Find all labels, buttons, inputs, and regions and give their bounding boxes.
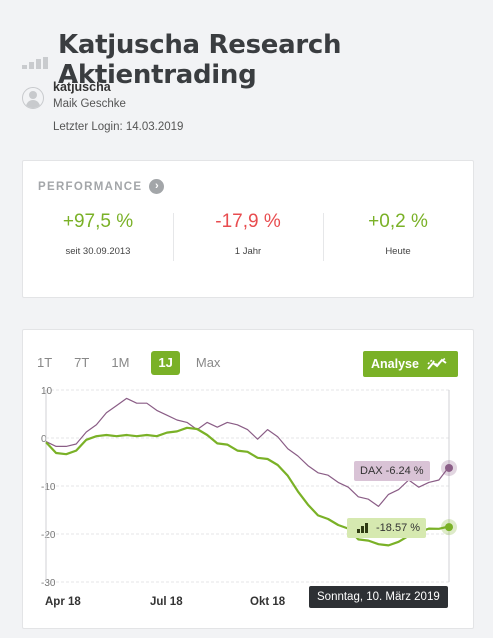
perf-one-year: -17,9 % 1 Jahr [173, 211, 323, 257]
performance-title: PERFORMANCE [38, 180, 143, 193]
perf-today-label: Heute [385, 246, 411, 257]
series-end-marker [445, 463, 453, 472]
y-tick-label: -20 [41, 530, 56, 541]
perf-today: +0,2 % Heute [323, 211, 473, 257]
perf-since-start-value: +97,5 % [62, 211, 134, 232]
analyse-label: Analyse [371, 357, 419, 371]
y-tick-label: -30 [41, 578, 56, 589]
perf-one-year-value: -17,9 % [215, 211, 281, 232]
range-tabs: 1T 7T 1M 1J Max [37, 351, 242, 375]
series-end-marker [445, 523, 453, 532]
portfolio-badge: -18.57 % [347, 518, 427, 538]
tab-7t[interactable]: 7T [74, 355, 90, 370]
dax-line [45, 397, 450, 507]
x-tick-label: Okt 18 [250, 596, 286, 608]
x-tick-label: Jul 18 [150, 596, 183, 608]
last-login: Letzter Login: 14.03.2019 [53, 121, 184, 133]
avatar[interactable] [22, 87, 44, 109]
real-name: Maik Geschke [53, 98, 126, 110]
y-tick-label: 0 [41, 434, 47, 445]
dax-badge: DAX -6.24 % [354, 461, 430, 481]
zigzag-chart-icon [427, 357, 447, 370]
y-tick-label: 10 [41, 386, 53, 397]
date-tooltip: Sonntag, 10. März 2019 [309, 586, 448, 608]
x-tick-label: Apr 18 [45, 596, 81, 608]
perf-today-value: +0,2 % [368, 211, 428, 232]
portfolio-line [45, 426, 450, 547]
portfolio-badge-value: -18.57 % [376, 522, 421, 534]
y-tick-label: -10 [41, 482, 56, 493]
page-title: Katjuscha Research Aktientrading [58, 30, 342, 90]
chevron-right-icon[interactable]: › [149, 179, 165, 194]
divider [323, 213, 324, 261]
tab-1m[interactable]: 1M [111, 355, 130, 370]
perf-since-start: +97,5 % seit 30.09.2013 [23, 211, 173, 257]
bar-chart-icon [357, 523, 368, 533]
tab-max[interactable]: Max [195, 355, 221, 370]
perf-one-year-label: 1 Jahr [234, 246, 262, 257]
bar-chart-icon [22, 57, 48, 69]
performance-header[interactable]: PERFORMANCE › [38, 179, 165, 194]
header: Katjuscha Research Aktientrading [22, 30, 493, 90]
perf-since-start-label: seit 30.09.2013 [65, 246, 131, 257]
tab-1t[interactable]: 1T [37, 355, 53, 370]
tab-1j[interactable]: 1J [151, 351, 180, 375]
analyse-button[interactable]: Analyse [363, 351, 458, 377]
divider [173, 213, 174, 261]
performance-card: PERFORMANCE › +97,5 % seit 30.09.2013 -1… [22, 160, 474, 298]
username-link[interactable]: katjuscha [53, 80, 111, 94]
